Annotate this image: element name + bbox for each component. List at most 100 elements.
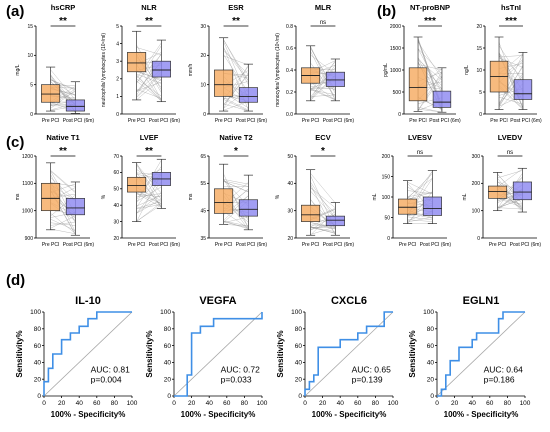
y-tick-label: 50 — [113, 187, 119, 193]
x-tick-label-pre: Pre PCI — [215, 118, 233, 124]
auc-label: AUC: 0.72 — [221, 364, 260, 374]
x-axis-label: 100% - Specificity% — [444, 410, 519, 419]
y-axis-label: % — [275, 194, 281, 199]
significance-label: ns — [320, 20, 326, 26]
y-tick-label: 35 — [200, 236, 206, 242]
y-tick-label: 1100 — [22, 181, 33, 187]
y-tick-label: 0.6 — [286, 46, 293, 52]
boxplot-lvedv: LVEDVns0100200300mLPre PCI Post PCI (6m) — [462, 133, 541, 248]
x-tick-label: 20 — [319, 400, 327, 407]
x-axis-label: 100% - Specificity% — [312, 410, 387, 419]
x-tick-label: 60 — [93, 400, 101, 407]
roc-title: IL-10 — [75, 295, 101, 307]
y-tick-label: 2000 — [390, 24, 401, 30]
y-axis-label: ng/L — [464, 65, 470, 75]
boxplot-esr: ESR**0102030mm/hPre PCI Post PCI (6m) — [188, 3, 267, 124]
auc-label: AUC: 0.64 — [484, 364, 523, 374]
x-tick-label-pre: Pre PCI — [42, 118, 60, 124]
y-axis-label: ms — [188, 193, 194, 200]
subject-line — [137, 81, 162, 101]
y-tick-label: 20 — [295, 376, 303, 383]
y-tick-label: 70 — [113, 154, 119, 160]
y-tick-label: 40 — [287, 181, 293, 187]
y-tick-label: 0 — [479, 112, 482, 118]
subject-line — [498, 170, 523, 177]
x-tick-label: 80 — [111, 400, 119, 407]
chart-title: Native T2 — [219, 133, 252, 142]
auc-label: AUC: 0.65 — [352, 364, 391, 374]
y-tick-label: 300 — [472, 154, 481, 160]
y-tick-label: 0 — [387, 236, 390, 242]
subject-line — [224, 104, 249, 111]
boxplot-mlr: MLR ns 0.0 0.2 0.4 0.6 0.8 monocytes/ lymphocyt… — [275, 3, 354, 124]
x-tick-label: 80 — [372, 400, 380, 407]
p-value-label: p=0.033 — [221, 374, 252, 384]
x-tick-label-pre: Pre PCI — [128, 118, 146, 124]
pre-box — [301, 205, 319, 221]
y-tick-label: 60 — [164, 343, 172, 350]
x-tick-label: 100 — [127, 400, 138, 407]
significance-label: ** — [59, 16, 67, 27]
y-tick-label: 20 — [200, 53, 206, 59]
post-box — [513, 182, 531, 200]
y-tick-label: 1200 — [22, 154, 33, 160]
subject-line — [51, 216, 76, 229]
post-box — [152, 61, 170, 77]
x-tick-label: 100 — [388, 400, 399, 407]
significance-label: * — [234, 146, 238, 157]
y-tick-label: 60 — [113, 170, 119, 176]
subject-line — [224, 221, 249, 229]
x-tick-label-post: Post PCI (6m) — [323, 242, 355, 248]
y-tick-label: 30 — [287, 208, 293, 214]
subject-line — [224, 101, 249, 110]
significance-label: *** — [424, 16, 436, 27]
x-tick-label-pre: Pre PCI — [42, 242, 60, 248]
x-tick-label-post: Post PCI (6m) — [149, 118, 181, 124]
x-tick-label: 60 — [223, 400, 231, 407]
significance-label: ** — [59, 146, 67, 157]
y-tick-label: 20 — [476, 24, 482, 30]
subject-line — [311, 173, 336, 203]
y-tick-label: 40 — [164, 360, 172, 367]
post-box — [326, 216, 344, 226]
y-tick-label: 50 — [384, 215, 390, 221]
y-tick-label: 40 — [113, 203, 119, 209]
chart-title: ESR — [228, 3, 244, 12]
pre-box — [41, 183, 59, 210]
y-tick-label: 0 — [298, 393, 302, 400]
y-tick-label: 0 — [37, 393, 41, 400]
panel-label-d: (d) — [6, 272, 25, 289]
y-tick-label: 100 — [382, 195, 391, 201]
x-tick-label-post: Post PCI (6m) — [429, 118, 461, 124]
chart-title: LVEDV — [498, 133, 522, 142]
y-tick-label: 40 — [34, 360, 42, 367]
plots-layer: hsCRP**051015mg/LPre PCI Post PCI (6m)NLR… — [15, 3, 542, 419]
pre-box — [127, 52, 145, 71]
pre-box — [488, 186, 506, 198]
x-tick-label: 0 — [303, 400, 307, 407]
significance-label: ** — [232, 16, 240, 27]
roc-cxcl6: CXCL6002020404060608080100100Sensitivity… — [276, 295, 399, 419]
x-tick-label-pre: Pre PCI — [302, 118, 320, 124]
y-axis-label: Sensitivity% — [15, 330, 24, 377]
significance-label: * — [321, 146, 325, 157]
x-tick-label: 0 — [172, 400, 176, 407]
y-tick-label: 65 — [200, 154, 206, 160]
chart-title: LVEF — [140, 133, 159, 142]
x-tick-label: 0 — [42, 400, 46, 407]
x-tick-label: 100 — [257, 400, 268, 407]
y-tick-label: 0 — [167, 393, 171, 400]
y-tick-label: 1000 — [390, 68, 401, 74]
y-tick-label: 1500 — [390, 46, 401, 52]
post-box — [239, 88, 257, 103]
y-axis-label: pg/mL — [383, 63, 389, 77]
y-tick-label: 15 — [27, 24, 33, 30]
post-box — [239, 200, 257, 216]
panel-label-c: (c) — [6, 134, 24, 151]
boxplot-nlr: NLR**012345neutrophils/ lymphocytes (10⁹… — [101, 3, 180, 124]
y-tick-label: 1000 — [22, 208, 33, 214]
significance-label: ** — [145, 16, 153, 27]
x-tick-label: 40 — [337, 400, 345, 407]
y-tick-label: 4 — [116, 41, 119, 47]
post-box — [433, 91, 451, 107]
